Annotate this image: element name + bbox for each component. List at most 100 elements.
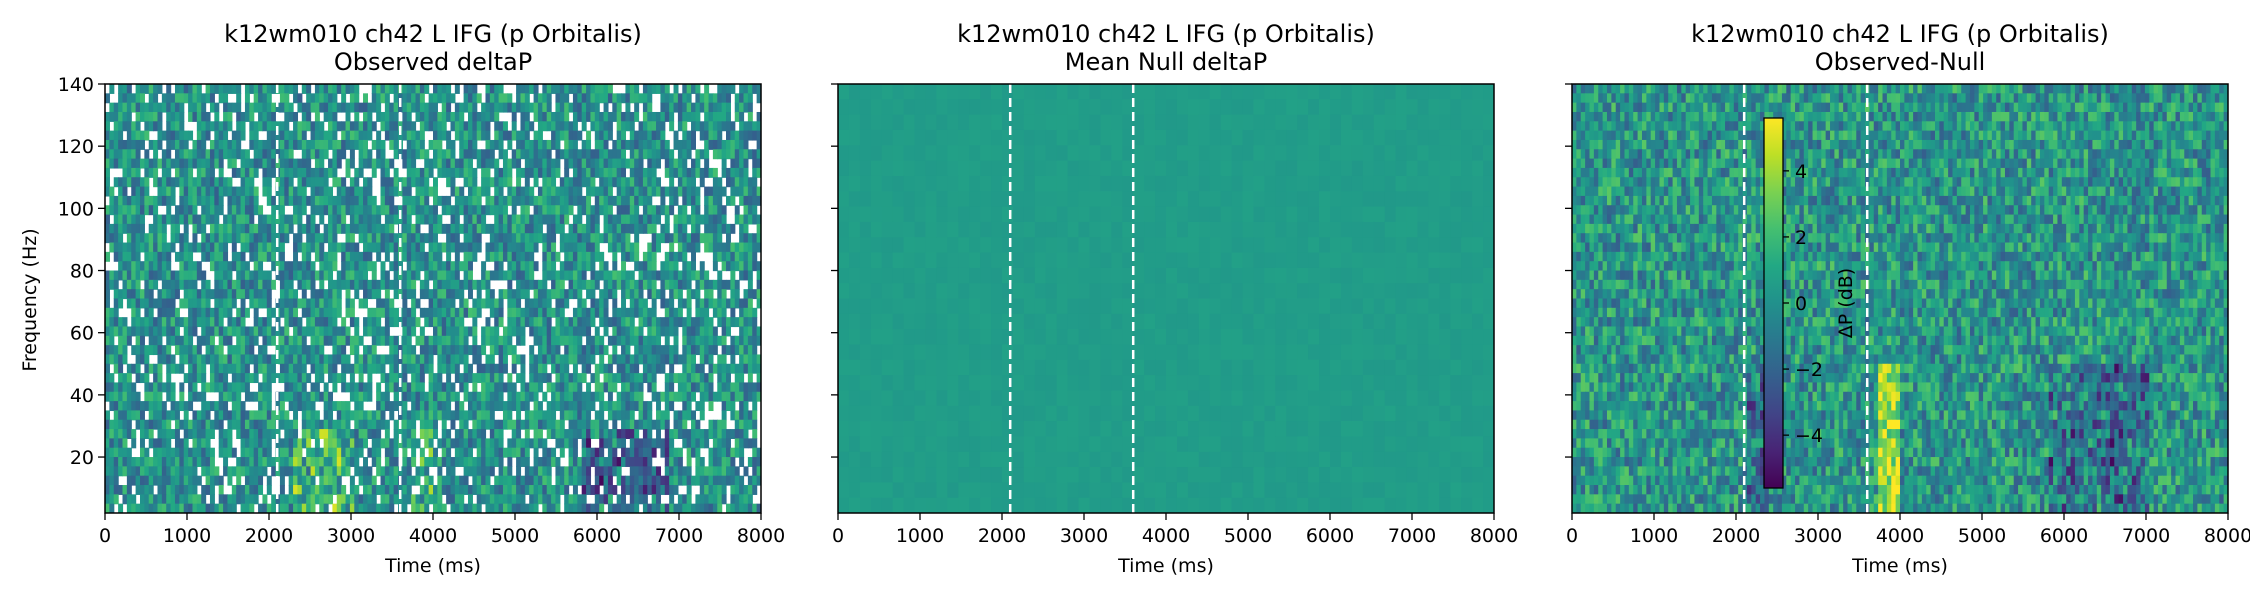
- heatmap-cell: [603, 84, 609, 94]
- heatmap-cell: [288, 382, 294, 393]
- heatmap-cell: [201, 186, 207, 197]
- heatmap-cell: [253, 242, 259, 253]
- heatmap-cell: [686, 373, 692, 384]
- heatmap-cell: [419, 233, 425, 244]
- heatmap-cell: [669, 261, 675, 272]
- heatmap-cell: [105, 177, 110, 188]
- heatmap-cell: [284, 345, 290, 356]
- heatmap-cell: [756, 139, 761, 150]
- heatmap-cell: [511, 298, 517, 309]
- heatmap-cell: [336, 410, 342, 421]
- heatmap-cell: [358, 139, 364, 150]
- heatmap-cell: [756, 382, 761, 393]
- heatmap-cell: [196, 317, 202, 328]
- heatmap-cell: [266, 186, 272, 197]
- heatmap-cell: [599, 261, 605, 272]
- heatmap-cell: [529, 261, 535, 272]
- heatmap-cell: [227, 186, 233, 197]
- heatmap-cell: [682, 363, 688, 374]
- heatmap-cell: [656, 354, 662, 365]
- heatmap-cell: [634, 167, 640, 178]
- heatmap-cell: [734, 205, 740, 216]
- heatmap-cell: [656, 149, 662, 160]
- heatmap-cell: [384, 186, 390, 197]
- heatmap-cell: [612, 382, 618, 393]
- heatmap-cell: [161, 289, 167, 300]
- heatmap-cell: [590, 429, 596, 439]
- heatmap-cell: [113, 289, 119, 300]
- heatmap-cell: [642, 410, 648, 421]
- heatmap-cell: [428, 429, 434, 439]
- heatmap-cell: [481, 429, 487, 439]
- heatmap-cell: [109, 335, 115, 346]
- heatmap-cell: [507, 251, 513, 262]
- heatmap-cell: [161, 298, 167, 309]
- heatmap-cell: [555, 326, 561, 337]
- heatmap-cell: [148, 261, 154, 272]
- heatmap-cell: [647, 186, 653, 197]
- heatmap-cell: [258, 242, 264, 253]
- heatmap-cell: [249, 345, 255, 356]
- heatmap-cell: [437, 307, 443, 318]
- heatmap-cell: [144, 298, 150, 309]
- heatmap-cell: [555, 223, 561, 234]
- heatmap-cell: [310, 195, 316, 206]
- heatmap-cell: [454, 111, 460, 122]
- heatmap-cell: [756, 298, 761, 309]
- heatmap-cell: [253, 186, 259, 197]
- heatmap-cell: [179, 195, 185, 206]
- heatmap-cell: [691, 438, 696, 449]
- heatmap-cell: [428, 102, 434, 113]
- heatmap-cell: [459, 373, 465, 384]
- heatmap-cell: [380, 205, 386, 216]
- heatmap-cell: [533, 130, 539, 141]
- heatmap-cell: [367, 251, 373, 262]
- heatmap-cell: [358, 121, 364, 132]
- heatmap-cell: [507, 373, 513, 384]
- heatmap-cell: [258, 270, 264, 281]
- heatmap-cell: [131, 401, 137, 412]
- heatmap-cell: [384, 354, 390, 365]
- heatmap-cell: [651, 289, 657, 300]
- panel-observed: k12wm010 ch42 L IFG (p Orbitalis) Observ…: [19, 20, 785, 577]
- heatmap-cell: [144, 149, 150, 160]
- heatmap-cell: [691, 373, 696, 384]
- heatmap-cell: [205, 307, 211, 318]
- heatmap-cell: [629, 195, 635, 206]
- heatmap-cell: [109, 149, 115, 160]
- heatmap-cell: [559, 401, 565, 412]
- heatmap-cell: [135, 317, 141, 328]
- heatmap-cell: [704, 158, 710, 169]
- heatmap-cell: [244, 438, 250, 449]
- heatmap-cell: [201, 205, 207, 216]
- heatmap-cell: [109, 391, 115, 402]
- heatmap-cell: [542, 261, 548, 272]
- heatmap-cell: [258, 84, 264, 94]
- heatmap-cell: [258, 289, 264, 300]
- heatmap-cell: [122, 373, 128, 384]
- heatmap-cell: [157, 410, 163, 421]
- heatmap-cell: [699, 391, 705, 402]
- heatmap-cell: [529, 167, 535, 178]
- heatmap-cell: [472, 326, 478, 337]
- heatmap-cell: [205, 214, 211, 225]
- heatmap-cell: [629, 93, 635, 104]
- heatmap-cell: [450, 419, 456, 430]
- heatmap-cell: [695, 438, 701, 449]
- heatmap-cell: [691, 270, 696, 281]
- heatmap-cell: [594, 102, 600, 113]
- heatmap-cell: [524, 279, 530, 290]
- heatmap-cell: [721, 121, 727, 132]
- heatmap-cell: [673, 317, 679, 328]
- heatmap-cell: [730, 345, 736, 356]
- heatmap-cell: [726, 84, 731, 94]
- heatmap-cell: [616, 279, 622, 290]
- heatmap-cell: [717, 130, 723, 141]
- heatmap-cell: [105, 429, 110, 439]
- heatmap-cell: [555, 279, 561, 290]
- heatmap-cell: [419, 167, 425, 178]
- heatmap-cell: [642, 447, 648, 458]
- heatmap-cell: [249, 205, 255, 216]
- heatmap-cell: [188, 158, 194, 169]
- heatmap-cell: [467, 233, 473, 244]
